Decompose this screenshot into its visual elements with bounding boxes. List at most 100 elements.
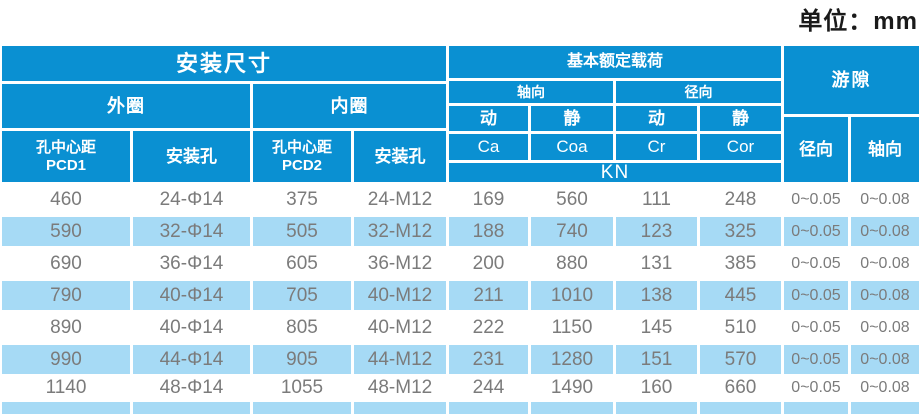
header-pcd2: 孔中心距 PCD2 [253,131,351,182]
table-cell: 0~0.08 [851,217,919,246]
table-cell [253,402,351,414]
table-cell: 660 [700,377,781,399]
header-load-title: 基本额定载荷 [449,46,781,78]
table-cell: 1490 [531,377,613,399]
table-cell: 169 [449,185,528,214]
table-cell: 0~0.05 [784,185,848,214]
table-cell: 1010 [531,281,613,310]
table-cell: 40-Φ14 [133,313,250,342]
header-static-axial: 静 [531,106,613,131]
table-cell: 123 [616,217,697,246]
table-cell: 690 [2,249,130,278]
table-cell: 560 [531,185,613,214]
table-cell: 200 [449,249,528,278]
table-cell: 375 [253,185,351,214]
header-cr: Cr [616,134,697,160]
table-cell: 151 [616,345,697,374]
table-cell: 36-Φ14 [133,249,250,278]
table-cell [2,402,130,414]
header-inner-ring: 内圈 [253,84,446,128]
table-cell: 0~0.05 [784,249,848,278]
header-axial-group: 轴向 [449,81,613,103]
table-cell: 222 [449,313,528,342]
header-install-title: 安装尺寸 [2,46,446,81]
table-cell: 138 [616,281,697,310]
header-kn-unit: KN [449,162,781,183]
header-ca: Ca [449,134,528,160]
table-cell: 36-M12 [354,249,446,278]
header-section-install: 安装尺寸 外圈 内圈 孔中心距 PCD1 安装孔 孔中心距 PCD2 安装孔 [2,46,446,182]
table-cell: 505 [253,217,351,246]
table-cell: 790 [2,281,130,310]
header-clearance-axial: 轴向 [851,117,919,182]
table-cell: 0~0.08 [851,185,919,214]
table-cell: 32-Φ14 [133,217,250,246]
header-coa: Coa [531,134,613,160]
header-clearance-radial: 径向 [784,117,848,182]
header-radial-group: 径向 [616,81,781,103]
table-cell: 0~0.05 [784,377,848,399]
table-cell [784,402,848,414]
table-cell: 0~0.08 [851,249,919,278]
spec-table: 安装尺寸 外圈 内圈 孔中心距 PCD1 安装孔 孔中心距 PCD2 安装孔 基… [2,46,919,414]
table-cell: 0~0.05 [784,345,848,374]
table-cell: 231 [449,345,528,374]
header-pcd1: 孔中心距 PCD1 [2,131,130,182]
table-cell: 48-Φ14 [133,377,250,399]
table-cell: 325 [700,217,781,246]
table-cell: 40-Φ14 [133,281,250,310]
table-cell: 0~0.05 [784,217,848,246]
header-dynamic-radial: 动 [616,106,697,131]
table-cell: 0~0.08 [851,281,919,310]
table-cell: 40-M12 [354,281,446,310]
table-cell: 0~0.05 [784,313,848,342]
header-cor: Cor [700,134,781,160]
table-cell: 44-Φ14 [133,345,250,374]
table-cell: 40-M12 [354,313,446,342]
header-mount-hole-inner: 安装孔 [354,131,446,182]
table-cell: 244 [449,377,528,399]
table-cell: 805 [253,313,351,342]
header-mount-hole-outer: 安装孔 [133,131,250,182]
table-cell: 211 [449,281,528,310]
table-cell: 590 [2,217,130,246]
table-cell [851,402,919,414]
unit-label: 单位：mm [798,8,918,35]
table-cell: 740 [531,217,613,246]
table-cell: 111 [616,185,697,214]
table-cell [449,402,528,414]
table-cell [133,402,250,414]
table-cell: 0~0.08 [851,345,919,374]
table-cell: 890 [2,313,130,342]
table-cell: 44-M12 [354,345,446,374]
table-cell [700,402,781,414]
header-outer-ring: 外圈 [2,84,250,128]
header-section-load: 基本额定载荷 轴向 径向 动 静 动 静 Ca Coa Cr Cor KN [449,46,781,183]
table-cell: 32-M12 [354,217,446,246]
table-cell: 131 [616,249,697,278]
table-cell: 510 [700,313,781,342]
table-cell: 605 [253,249,351,278]
table-cell: 570 [700,345,781,374]
table-cell [354,402,446,414]
table-cell: 48-M12 [354,377,446,399]
header-pcd2-line2: PCD2 [281,156,322,174]
table-cell [531,402,613,414]
table-cell: 0~0.08 [851,313,919,342]
table-cell: 705 [253,281,351,310]
table-cell: 990 [2,345,130,374]
table-cell: 188 [449,217,528,246]
header-static-radial: 静 [700,106,781,131]
table-cell: 160 [616,377,697,399]
table-cell: 1055 [253,377,351,399]
table-cell: 1280 [531,345,613,374]
table-cell: 24-M12 [354,185,446,214]
table-cell: 905 [253,345,351,374]
table-cell: 1150 [531,313,613,342]
data-grid: 460 24-Φ14 375 24-M12 169 560 111 248 0~0.05 0~0.… [2,185,919,414]
table-cell: 0~0.05 [784,281,848,310]
table-cell: 460 [2,185,130,214]
table-cell: 445 [700,281,781,310]
header-pcd1-line1: 孔中心距 [35,139,96,157]
